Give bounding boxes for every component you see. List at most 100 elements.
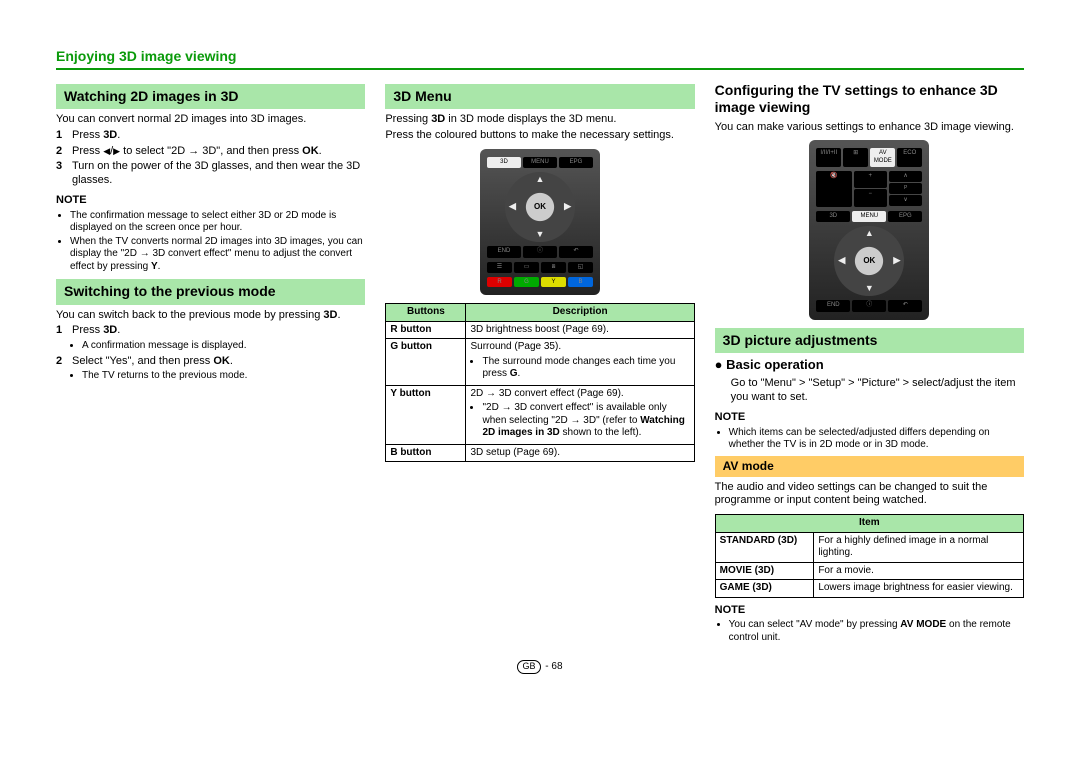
remote-end-button: END — [816, 300, 850, 312]
intro-text: You can convert normal 2D images into 3D… — [56, 113, 365, 127]
note-list: The confirmation message to select eithe… — [56, 210, 365, 274]
heading-av-mode: AV mode — [715, 456, 1024, 477]
step-number: 2 — [56, 355, 72, 369]
table-row: GAME (3D) Lowers image brightness for ea… — [715, 580, 1023, 598]
sub-note-item: A confirmation message is displayed. — [82, 340, 365, 353]
buttons-table: Buttons Description R button 3D brightne… — [385, 303, 694, 462]
step-text: Press 3D. — [72, 129, 120, 143]
table-header: Description — [466, 304, 694, 322]
table-header: Item — [715, 515, 1023, 533]
step-text: Press ◀/▶ to select "2D → 3D", and then … — [72, 145, 322, 159]
remote-misc-button: ⓘ — [852, 300, 886, 312]
table-header: Buttons — [386, 304, 466, 322]
remote-illustration: 3D MENU EPG ▲ ▼ ◀ ▶ END ⓘ ↶ ☰ ▭ ⧈ ◱ — [480, 149, 600, 296]
basic-operation-text: Go to "Menu" > "Setup" > "Picture" > sel… — [715, 377, 1024, 405]
remote-yellow-button: Y — [541, 277, 566, 287]
column-2: 3D Menu Pressing 3D in 3D mode displays … — [385, 78, 694, 647]
heading-3d-picture-adjustments: 3D picture adjustments — [715, 328, 1024, 354]
page-footer: GB - 68 — [56, 660, 1024, 674]
remote-epg-button: EPG — [559, 157, 593, 169]
table-row: Y button 2D → 3D convert effect (Page 69… — [386, 385, 694, 444]
arrow-right-icon: ▶ — [893, 255, 900, 266]
table-row: B button 3D setup (Page 69). — [386, 444, 694, 462]
remote-vol-up: + — [854, 171, 887, 188]
sub-note: A confirmation message is displayed. — [56, 340, 365, 353]
remote-return-button: ↶ — [559, 246, 593, 258]
remote-icon-button: ◱ — [568, 262, 593, 274]
remote-ch-down: ∨ — [889, 195, 922, 206]
page-number: 68 — [551, 661, 562, 672]
remote-ch-up: ∧ — [889, 171, 922, 182]
note-item: The confirmation message to select eithe… — [70, 210, 365, 235]
intro-text: You can make various settings to enhance… — [715, 121, 1024, 135]
note-list: You can select "AV mode" by pressing AV … — [715, 619, 1024, 644]
note-list: Which items can be selected/adjusted dif… — [715, 427, 1024, 452]
heading-watching-2d-in-3d: Watching 2D images in 3D — [56, 84, 365, 110]
table-row: MOVIE (3D) For a movie. — [715, 562, 1023, 580]
sub-note: The TV returns to the previous mode. — [56, 370, 365, 383]
note-item: When the TV converts normal 2D images in… — [70, 236, 365, 274]
content-columns: Watching 2D images in 3D You can convert… — [56, 78, 1024, 647]
remote-avmode-button: AV MODE — [870, 148, 895, 167]
column-1: Watching 2D images in 3D You can convert… — [56, 78, 365, 647]
table-row: STANDARD (3D) For a highly defined image… — [715, 532, 1023, 562]
sub-note-item: The TV returns to the previous mode. — [82, 370, 365, 383]
step-text: Turn on the power of the 3D glasses, and… — [72, 160, 365, 188]
arrow-up-icon: ▲ — [865, 228, 874, 239]
arrow-left-icon: ◀ — [838, 255, 845, 266]
note-heading: NOTE — [56, 194, 365, 208]
heading-switching-previous: Switching to the previous mode — [56, 279, 365, 305]
page-title: Enjoying 3D image viewing — [56, 48, 1024, 70]
intro-text: You can switch back to the previous mode… — [56, 309, 365, 323]
av-mode-table: Item STANDARD (3D) For a highly defined … — [715, 514, 1024, 598]
remote-menu-button: MENU — [852, 211, 886, 223]
step-text: Press 3D. — [72, 324, 120, 338]
arrow-down-icon: ▼ — [536, 229, 545, 240]
remote-return-button: ↶ — [888, 300, 922, 312]
remote-illustration-2: I/II/I+II ⊞ AV MODE ECO 🔇 + − ∧ P ∨ 3D — [809, 140, 929, 319]
remote-small-button: ECO — [897, 148, 922, 167]
remote-green-button: G — [514, 277, 539, 287]
note-item: Which items can be selected/adjusted dif… — [729, 427, 1024, 452]
remote-end-button: END — [487, 246, 521, 258]
remote-vol-down: − — [854, 189, 887, 206]
table-row: R button 3D brightness boost (Page 69). — [386, 321, 694, 339]
heading-configuring-tv: Configuring the TV settings to enhance 3… — [715, 82, 1024, 117]
remote-3d-button: 3D — [816, 211, 850, 223]
table-row: G button Surround (Page 35). The surroun… — [386, 339, 694, 386]
intro-text: Pressing 3D in 3D mode displays the 3D m… — [385, 113, 694, 127]
remote-blue-button: B — [568, 277, 593, 287]
remote-icon-button: ☰ — [487, 262, 512, 274]
note-heading: NOTE — [715, 604, 1024, 618]
steps-switch-back-2: 2 Select "Yes", and then press OK. — [56, 355, 365, 369]
remote-small-button: ⊞ — [843, 148, 868, 167]
step-number: 1 — [56, 324, 72, 338]
basic-operation-heading: Basic operation — [715, 357, 1024, 373]
intro-text: Press the coloured buttons to make the n… — [385, 129, 694, 143]
remote-3d-button: 3D — [487, 157, 521, 169]
steps-switch-back: 1 Press 3D. — [56, 324, 365, 338]
note-item: You can select "AV mode" by pressing AV … — [729, 619, 1024, 644]
heading-3d-menu: 3D Menu — [385, 84, 694, 110]
steps-2d-to-3d: 1 Press 3D. 2 Press ◀/▶ to select "2D → … — [56, 129, 365, 188]
remote-p-label: P — [889, 183, 922, 194]
note-heading: NOTE — [715, 411, 1024, 425]
remote-red-button: R — [487, 277, 512, 287]
step-text: Select "Yes", and then press OK. — [72, 355, 233, 369]
arrow-left-icon: ◀ — [509, 201, 516, 212]
remote-mute-button: 🔇 — [816, 171, 851, 206]
remote-epg-button: EPG — [888, 211, 922, 223]
step-number: 1 — [56, 129, 72, 143]
remote-dpad: ▲ ▼ ◀ ▶ — [505, 172, 575, 242]
remote-icon-button: ▭ — [514, 262, 539, 274]
av-mode-intro: The audio and video settings can be chan… — [715, 481, 1024, 509]
remote-icon-button: ⧈ — [541, 262, 566, 274]
region-code: GB — [517, 660, 540, 673]
remote-menu-button: MENU — [523, 157, 557, 169]
remote-misc-button: ⓘ — [523, 246, 557, 258]
remote-dpad: ▲ ▼ ◀ ▶ — [834, 226, 904, 296]
step-number: 3 — [56, 160, 72, 188]
arrow-right-icon: ▶ — [564, 201, 571, 212]
arrow-down-icon: ▼ — [865, 283, 874, 294]
arrow-up-icon: ▲ — [536, 174, 545, 185]
